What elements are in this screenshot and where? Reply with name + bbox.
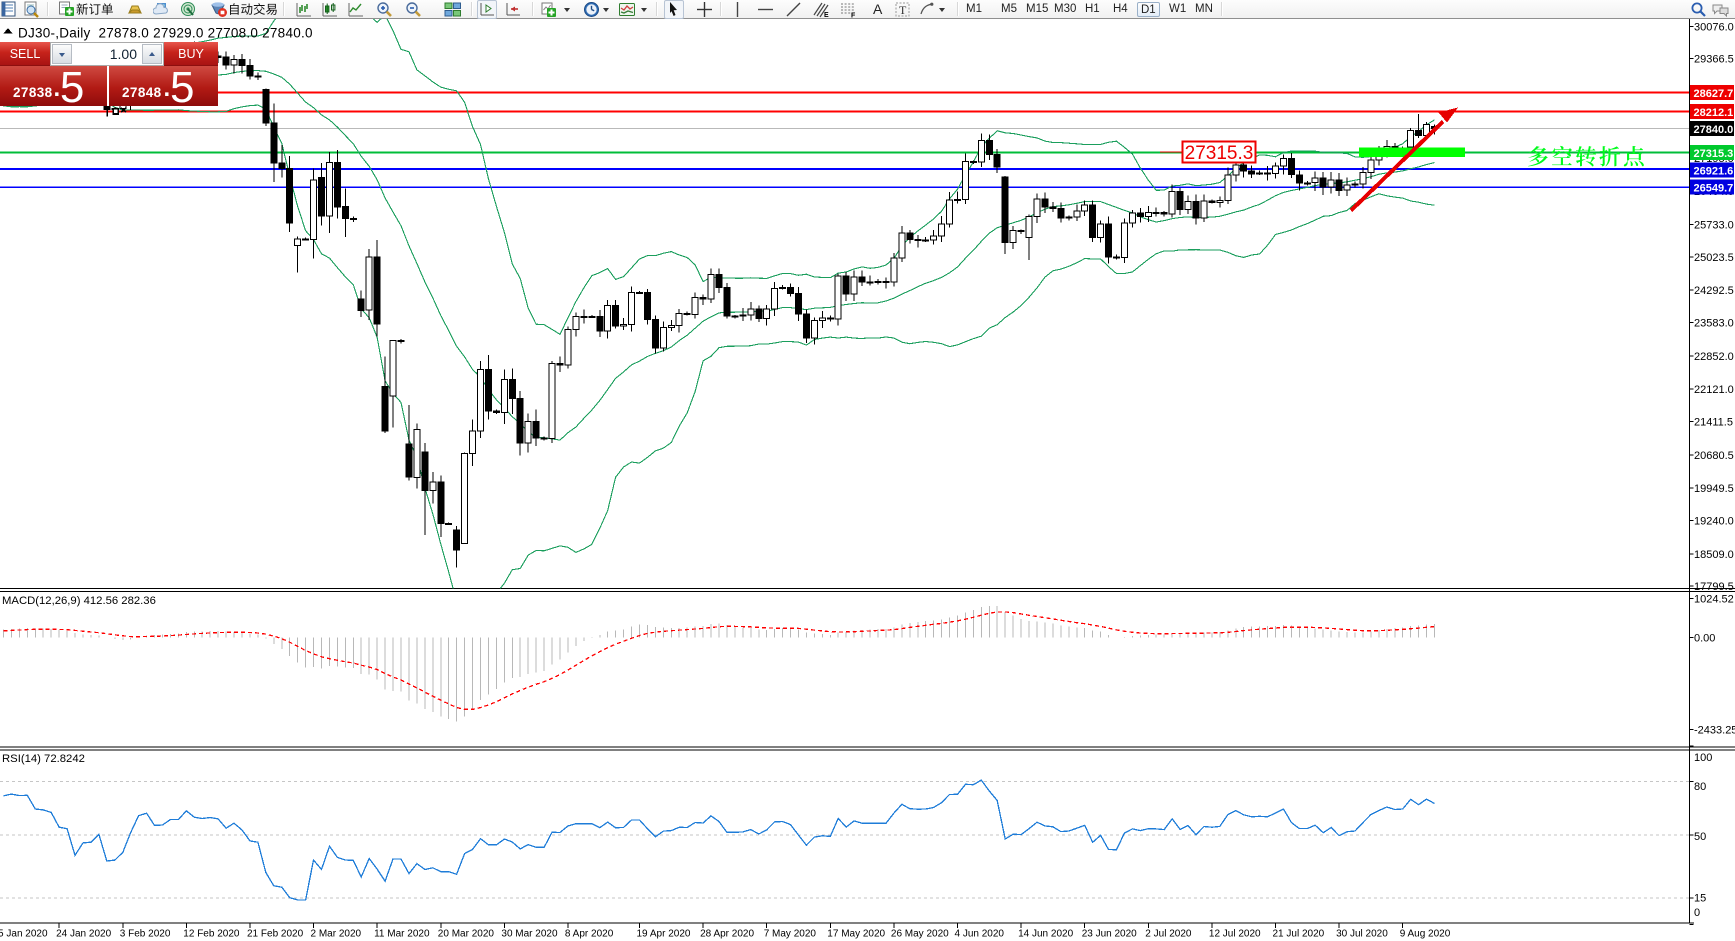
svg-text:29366.5: 29366.5 (1694, 54, 1734, 66)
svg-text:18509.0: 18509.0 (1694, 549, 1734, 561)
svg-text:28212.1: 28212.1 (1694, 107, 1734, 119)
svg-text:12 Jul 2020: 12 Jul 2020 (1209, 929, 1261, 940)
svg-text:23583.0: 23583.0 (1694, 318, 1734, 330)
svg-text:50: 50 (1694, 831, 1706, 843)
svg-text:30 Jul 2020: 30 Jul 2020 (1336, 929, 1388, 940)
svg-text:RSI(14) 72.8242: RSI(14) 72.8242 (2, 753, 85, 765)
svg-text:80: 80 (1694, 781, 1706, 793)
svg-text:15: 15 (1694, 893, 1706, 905)
svg-text:2 Mar 2020: 2 Mar 2020 (311, 929, 362, 940)
svg-text:27315.3: 27315.3 (1694, 148, 1734, 160)
svg-text:24292.5: 24292.5 (1694, 285, 1734, 297)
svg-text:28627.7: 28627.7 (1694, 88, 1734, 100)
svg-text:20680.5: 20680.5 (1694, 450, 1734, 462)
svg-text:28 Apr 2020: 28 Apr 2020 (700, 929, 754, 940)
svg-text:19949.5: 19949.5 (1694, 483, 1734, 495)
svg-text:DJ30-,Daily 27878.0 27929.0 2: DJ30-,Daily 27878.0 27929.0 27708.0 2784… (18, 26, 313, 41)
svg-text:25023.5: 25023.5 (1694, 252, 1734, 264)
svg-text:-2433.25: -2433.25 (1694, 725, 1735, 737)
svg-text:17799.5: 17799.5 (1694, 581, 1734, 593)
svg-text:23 Jun 2020: 23 Jun 2020 (1082, 929, 1137, 940)
svg-text:22852.0: 22852.0 (1694, 351, 1734, 363)
svg-text:7 May 2020: 7 May 2020 (764, 929, 817, 940)
svg-text:26 May 2020: 26 May 2020 (891, 929, 949, 940)
svg-text:12 Feb 2020: 12 Feb 2020 (183, 929, 240, 940)
svg-text:14 Jun 2020: 14 Jun 2020 (1018, 929, 1073, 940)
svg-text:4 Jun 2020: 4 Jun 2020 (955, 929, 1005, 940)
svg-text:21411.5: 21411.5 (1694, 417, 1733, 429)
svg-text:26921.6: 26921.6 (1694, 166, 1734, 178)
svg-text:21 Feb 2020: 21 Feb 2020 (247, 929, 304, 940)
svg-text:30076.0: 30076.0 (1694, 21, 1734, 33)
svg-text:F: F (851, 13, 856, 19)
svg-text:11 Mar 2020: 11 Mar 2020 (374, 929, 430, 940)
svg-text:8 Apr 2020: 8 Apr 2020 (565, 929, 614, 940)
svg-text:0.00: 0.00 (1694, 633, 1715, 645)
svg-text:15 Jan 2020: 15 Jan 2020 (0, 929, 48, 940)
svg-text:21 Jul 2020: 21 Jul 2020 (1273, 929, 1325, 940)
svg-text:17 May 2020: 17 May 2020 (827, 929, 885, 940)
svg-text:20 Mar 2020: 20 Mar 2020 (438, 929, 495, 940)
svg-text:9 Aug 2020: 9 Aug 2020 (1400, 929, 1451, 940)
svg-text:26549.7: 26549.7 (1694, 183, 1734, 195)
svg-text:27315.3: 27315.3 (1185, 143, 1254, 164)
svg-text:3 Feb 2020: 3 Feb 2020 (120, 929, 171, 940)
svg-text:19240.0: 19240.0 (1694, 516, 1734, 528)
svg-text:100: 100 (1694, 752, 1712, 764)
svg-text:25733.0: 25733.0 (1694, 219, 1734, 231)
svg-text:T: T (899, 3, 907, 17)
svg-text:E: E (824, 12, 829, 18)
svg-text:30 Mar 2020: 30 Mar 2020 (501, 929, 558, 940)
svg-text:22121.0: 22121.0 (1694, 384, 1734, 396)
svg-text:19 Apr 2020: 19 Apr 2020 (637, 929, 691, 940)
svg-text:1024.52: 1024.52 (1694, 594, 1734, 606)
svg-text:0: 0 (1694, 907, 1700, 919)
svg-text:27840.0: 27840.0 (1694, 124, 1734, 136)
svg-text:MACD(12,26,9) 412.56 282.36: MACD(12,26,9) 412.56 282.36 (2, 595, 156, 607)
svg-text:24 Jan 2020: 24 Jan 2020 (56, 929, 111, 940)
svg-text:2 Jul 2020: 2 Jul 2020 (1145, 929, 1192, 940)
